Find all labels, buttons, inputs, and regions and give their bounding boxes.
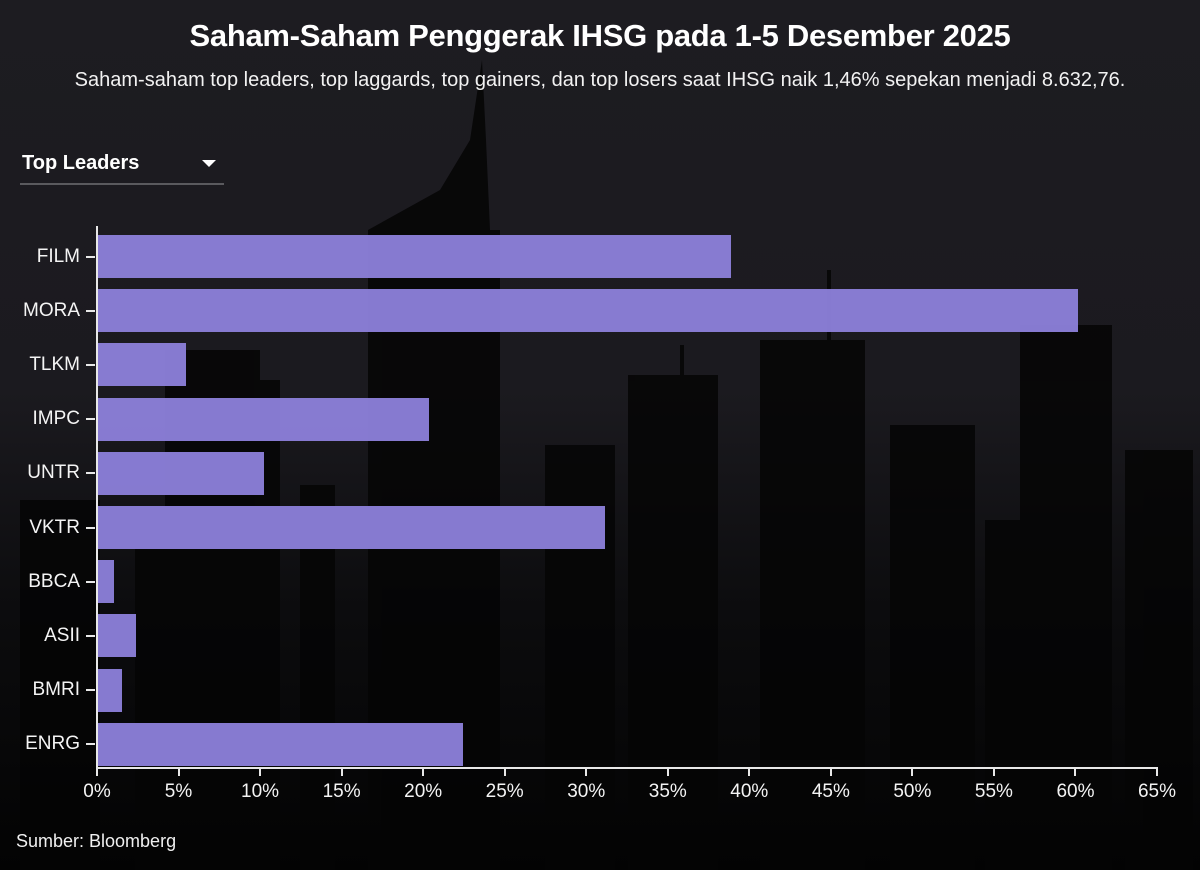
chart-subtitle: Saham-saham top leaders, top laggards, t… <box>74 69 1126 91</box>
y-axis-tick <box>86 309 95 312</box>
bar-mora[interactable] <box>98 289 1079 333</box>
y-axis-label: UNTR <box>27 462 80 484</box>
x-axis-tick <box>259 769 262 776</box>
y-axis-label: BBCA <box>28 570 80 592</box>
bar-asii[interactable] <box>98 614 136 658</box>
y-axis-tick <box>86 580 95 583</box>
x-axis-tick <box>748 769 751 776</box>
x-axis-tick <box>666 769 669 776</box>
x-axis-label: 40% <box>730 781 769 802</box>
x-axis-label: 35% <box>648 781 687 802</box>
x-axis-tick <box>911 769 914 776</box>
y-axis-line <box>96 226 98 768</box>
y-axis-tick <box>86 743 95 746</box>
y-axis-label: ENRG <box>25 733 80 755</box>
caret-down-icon[interactable] <box>202 160 216 167</box>
bar-film[interactable] <box>98 235 731 278</box>
bar-untr[interactable] <box>98 451 265 495</box>
source-note: Sumber: Bloomberg <box>16 831 177 851</box>
x-axis-label: 60% <box>1056 781 1095 802</box>
x-axis-tick <box>340 769 343 776</box>
bar-tlkm[interactable] <box>98 343 187 387</box>
y-axis-tick <box>86 689 95 692</box>
y-axis-tick <box>86 634 95 637</box>
x-axis-label: 45% <box>811 781 850 802</box>
y-axis-label: BMRI <box>32 679 81 701</box>
y-axis-label: TLKM <box>29 353 80 375</box>
x-axis-label: 15% <box>322 781 361 802</box>
x-axis-label: 0% <box>83 781 111 802</box>
y-axis-tick <box>86 472 95 475</box>
x-axis-tick <box>829 769 832 776</box>
x-axis-label: 25% <box>485 781 524 802</box>
x-axis-label: 30% <box>567 781 606 802</box>
x-axis-label: 65% <box>1137 781 1177 802</box>
x-axis-tick <box>1074 769 1077 776</box>
dropdown-selected-label: Top Leaders <box>22 152 140 174</box>
chart-title: Saham-Saham Penggerak IHSG pada 1-5 Dese… <box>189 18 1011 53</box>
y-axis-label: FILM <box>36 245 80 267</box>
category-dropdown[interactable]: Top Leaders <box>20 148 224 185</box>
y-axis-label: IMPC <box>32 408 81 430</box>
x-axis-tick <box>422 769 425 776</box>
y-axis-tick <box>86 255 95 258</box>
y-axis-label: ASII <box>44 624 80 646</box>
x-axis-tick <box>1156 769 1158 776</box>
x-axis-tick <box>96 769 98 776</box>
bar-bmri[interactable] <box>98 668 123 712</box>
x-axis-label: 5% <box>164 781 193 802</box>
bar-bbca[interactable] <box>98 560 115 604</box>
x-axis-label: 50% <box>893 781 932 802</box>
x-axis-label: 55% <box>974 781 1013 802</box>
x-axis-tick <box>503 769 506 776</box>
bar-impc[interactable] <box>98 397 430 441</box>
x-axis-label: 20% <box>404 781 443 802</box>
bar-vktr[interactable] <box>98 506 606 549</box>
x-axis-line <box>96 767 1158 769</box>
y-axis-tick <box>86 363 95 366</box>
x-axis-tick <box>992 769 995 776</box>
y-axis-label: VKTR <box>29 516 80 538</box>
x-axis-tick <box>585 769 588 776</box>
x-axis-label: 10% <box>241 781 280 802</box>
bar-enrg[interactable] <box>98 722 464 766</box>
y-axis-label: MORA <box>23 299 80 321</box>
x-axis-tick <box>177 769 180 776</box>
y-axis-tick <box>86 418 95 421</box>
y-axis-tick <box>86 526 95 529</box>
